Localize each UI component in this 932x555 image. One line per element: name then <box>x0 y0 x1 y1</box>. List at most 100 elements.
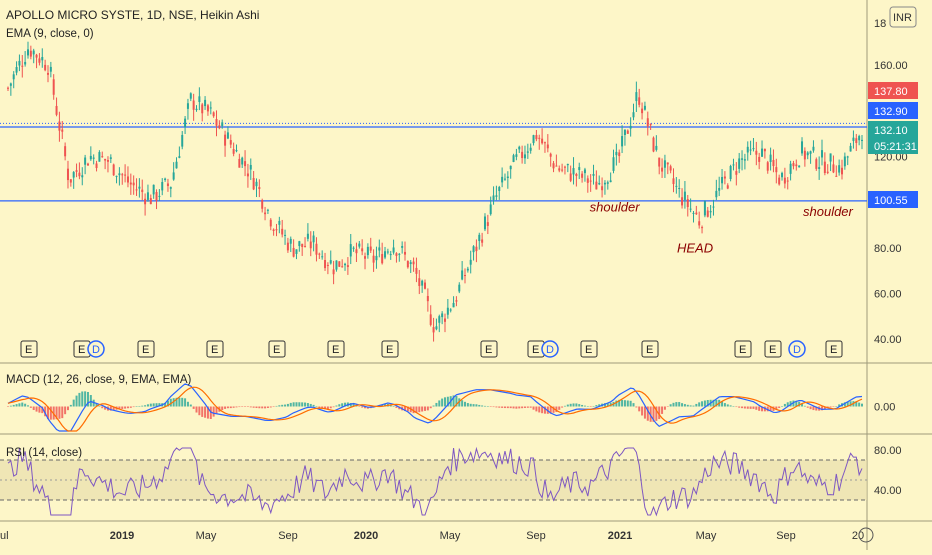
macd-bar <box>715 399 718 407</box>
signal-line <box>7 386 863 432</box>
price-candles <box>7 41 863 342</box>
candle-body <box>752 148 755 150</box>
candle-body <box>586 178 589 183</box>
macd-bar <box>472 404 475 407</box>
macd-bar <box>621 400 624 407</box>
candle-body <box>649 124 652 126</box>
time-tick-label: May <box>196 530 217 542</box>
earnings-marker[interactable]: E <box>268 340 286 358</box>
macd-bar <box>278 405 281 407</box>
macd-bar <box>486 406 489 407</box>
price-tick-label: 120.00 <box>874 151 908 163</box>
marker-label: E <box>532 344 539 356</box>
macd-bar <box>678 402 681 407</box>
macd-bar <box>244 406 247 407</box>
candle-body <box>541 138 544 144</box>
candle-body <box>786 180 789 182</box>
macd-bar <box>135 406 138 407</box>
marker-label: D <box>546 344 554 356</box>
macd-bar <box>803 405 806 407</box>
time-tick-label: Sep <box>526 530 546 542</box>
earnings-marker[interactable]: E <box>20 340 38 358</box>
candle-body <box>232 149 235 154</box>
macd-bar <box>332 406 335 408</box>
candle-body <box>284 234 287 236</box>
macd-bar <box>7 406 9 407</box>
macd-bar <box>686 404 689 407</box>
marker-label: E <box>830 344 837 356</box>
macd-bar <box>595 405 598 407</box>
dividend-marker[interactable]: D <box>87 340 105 358</box>
macd-bar <box>475 404 478 407</box>
earnings-marker[interactable]: E <box>137 340 155 358</box>
candle-body <box>426 295 429 302</box>
candle-body <box>366 246 369 256</box>
macd-bar <box>658 406 661 420</box>
earnings-marker[interactable]: E <box>764 340 782 358</box>
candle-body <box>226 132 229 139</box>
macd-histogram <box>7 391 863 422</box>
candle-body <box>703 201 706 216</box>
macd-bar <box>643 406 646 419</box>
macd-bar <box>729 405 732 407</box>
candle-body <box>669 166 672 171</box>
macd-bar <box>743 406 746 409</box>
candle-body <box>172 172 175 180</box>
macd-bar <box>661 406 664 414</box>
macd-bar <box>806 406 809 408</box>
macd-bar <box>466 403 469 407</box>
macd-bar <box>501 406 504 408</box>
earnings-marker[interactable]: E <box>480 340 498 358</box>
macd-bar <box>55 406 58 420</box>
marker-box <box>480 340 498 358</box>
candle-body <box>132 182 135 186</box>
macd-bar <box>426 406 429 411</box>
macd-bar <box>703 400 706 407</box>
earnings-marker[interactable]: E <box>327 340 345 358</box>
candle-body <box>821 150 824 158</box>
candle-body <box>32 50 35 55</box>
earnings-marker[interactable]: E <box>206 340 224 358</box>
earnings-marker[interactable]: E <box>381 340 399 358</box>
macd-bar <box>172 398 175 407</box>
candle-body <box>255 181 258 187</box>
price-tag-box <box>868 191 918 208</box>
candle-body <box>129 182 132 185</box>
earnings-marker[interactable]: E <box>825 340 843 358</box>
macd-bar <box>84 391 87 407</box>
macd-bar <box>838 404 841 407</box>
candle-body <box>518 146 521 150</box>
macd-bar <box>269 406 272 408</box>
macd-bar <box>241 406 244 407</box>
earnings-marker[interactable]: E <box>641 340 659 358</box>
currency-badge[interactable]: INR <box>889 6 917 28</box>
candle-body <box>569 173 572 181</box>
candle-body <box>258 187 261 190</box>
macd-bar <box>726 404 729 407</box>
ema-legend: EMA (9, close, 0) <box>6 28 94 40</box>
time-tick-label: May <box>440 530 461 542</box>
macd-bar <box>264 406 267 409</box>
candle-body <box>135 189 138 191</box>
candle-body <box>266 209 269 211</box>
macd-bar <box>698 402 701 407</box>
candle-body <box>652 137 655 152</box>
candle-body <box>52 79 55 95</box>
candle-body <box>498 187 501 192</box>
macd-bar <box>41 406 44 414</box>
candle-body <box>246 173 249 177</box>
macd-bar <box>189 404 192 407</box>
macd-bar <box>304 402 307 407</box>
price-tag-label: 132.90 <box>874 106 908 118</box>
dividend-marker[interactable]: D <box>541 340 559 358</box>
earnings-marker[interactable]: E <box>734 340 752 358</box>
marker-label: E <box>769 344 776 356</box>
macd-bar <box>184 398 187 407</box>
earnings-marker[interactable]: E <box>580 340 598 358</box>
dividend-marker[interactable]: D <box>788 340 806 358</box>
macd-bar <box>352 403 355 407</box>
macd-bar <box>815 406 818 411</box>
candle-body <box>198 96 201 103</box>
